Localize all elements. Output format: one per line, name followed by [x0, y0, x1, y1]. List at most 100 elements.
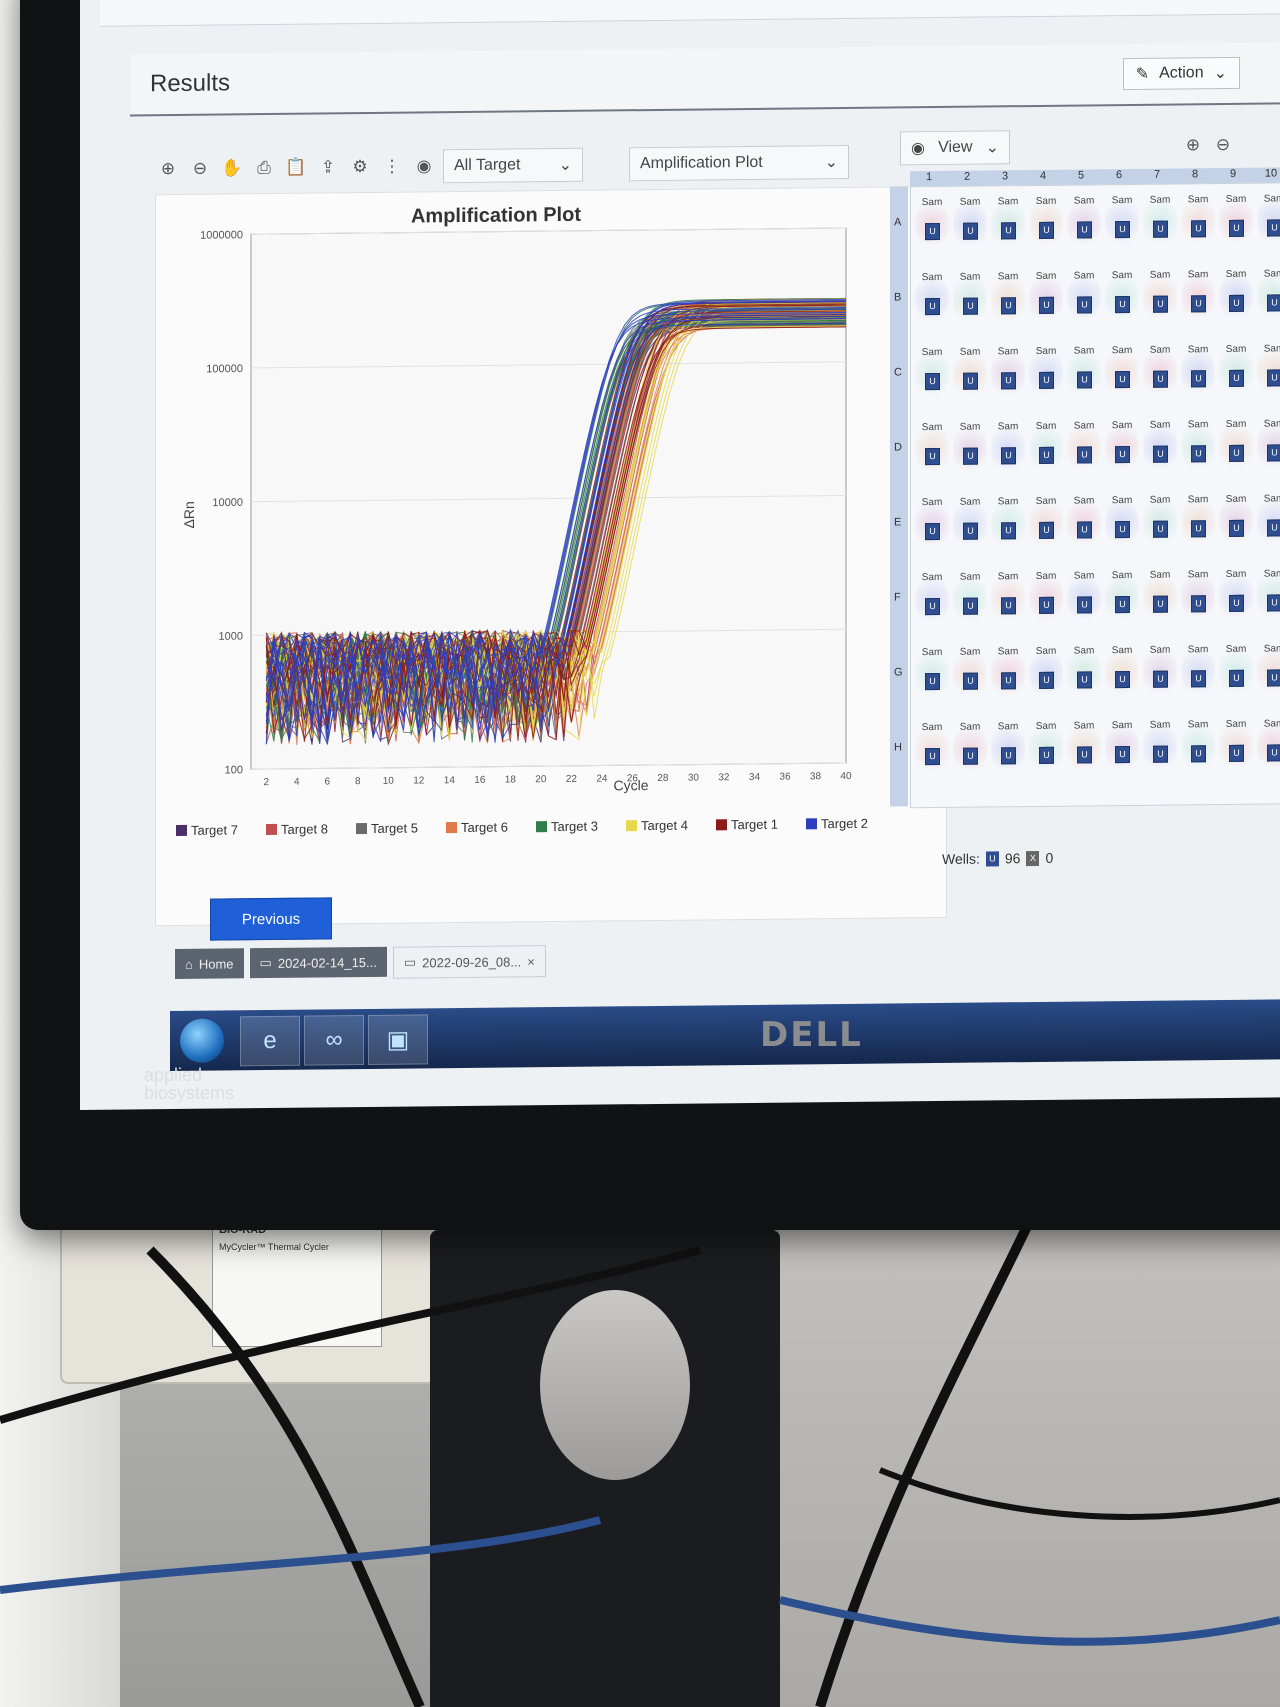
plate-well[interactable]: Sam U — [1257, 193, 1280, 248]
plate-well[interactable]: Sam U — [915, 271, 949, 327]
plate-well[interactable]: Sam U — [1257, 268, 1280, 323]
export-icon[interactable]: ⇪ — [320, 157, 336, 177]
plate-well[interactable]: Sam U — [1029, 570, 1063, 626]
plate-well[interactable]: Sam U — [1143, 194, 1177, 249]
plate-well[interactable]: Sam U — [1219, 193, 1253, 249]
settings-icon[interactable]: ⚙ — [352, 156, 368, 177]
plate-well[interactable]: Sam U — [1181, 569, 1215, 624]
plate-well[interactable]: Sam U — [1181, 194, 1215, 249]
plate-well[interactable]: Sam U — [1219, 493, 1253, 549]
plate-well[interactable]: Sam U — [1219, 718, 1253, 774]
plate-well[interactable]: Sam U — [1143, 269, 1177, 324]
plot-type-select[interactable]: Amplification Plot ⌄ — [629, 144, 849, 182]
tab-run-2022[interactable]: ▭ 2022-09-26_08... × — [392, 945, 546, 979]
plate-well[interactable]: Sam U — [1143, 344, 1177, 399]
plate-well[interactable]: Sam U — [1029, 345, 1063, 401]
plate-well[interactable]: Sam U — [1029, 270, 1063, 326]
plate-well[interactable]: Sam U — [1105, 569, 1139, 625]
plate-well[interactable]: Sam U — [1029, 645, 1063, 701]
plate-well[interactable]: Sam U — [1105, 644, 1139, 700]
plate-well[interactable]: Sam U — [953, 571, 987, 626]
plate-well[interactable]: Sam U — [1029, 720, 1063, 776]
zoom-in-icon[interactable]: ⊕ — [1185, 135, 1201, 155]
plate-well[interactable]: Sam U — [1219, 268, 1253, 324]
plate-well[interactable]: Sam U — [1181, 644, 1215, 699]
clipboard-icon[interactable]: 📋 — [285, 157, 307, 177]
plate-well[interactable]: Sam U — [953, 346, 987, 401]
plate-well[interactable]: Sam U — [1105, 194, 1139, 250]
tab-run-2024[interactable]: ▭ 2024-02-14_15... — [249, 946, 387, 979]
plate-well[interactable]: Sam U — [915, 346, 949, 402]
plate-well[interactable]: Sam U — [1067, 345, 1101, 400]
plate-well[interactable]: Sam U — [1067, 495, 1101, 550]
plate-well[interactable]: Sam U — [991, 271, 1025, 326]
plate-well[interactable]: Sam U — [1181, 419, 1215, 474]
plate-well[interactable]: Sam U — [915, 721, 949, 777]
plate-well[interactable]: Sam U — [1029, 420, 1063, 476]
plate-well[interactable]: Sam U — [991, 196, 1025, 251]
plate-well[interactable]: Sam U — [1219, 643, 1253, 699]
plate-well[interactable]: Sam U — [953, 496, 987, 551]
plate-well[interactable]: Sam U — [953, 196, 987, 251]
plate-well[interactable]: Sam U — [953, 421, 987, 476]
action-button[interactable]: ✎ Action ⌄ — [1122, 56, 1240, 91]
plate-well[interactable]: Sam U — [953, 271, 987, 326]
plate-well[interactable]: Sam U — [991, 346, 1025, 401]
plate-well[interactable]: Sam U — [1105, 719, 1139, 775]
plate-well[interactable]: Sam U — [1105, 419, 1139, 475]
zoom-out-icon[interactable]: ⊖ — [192, 158, 208, 178]
plate-well[interactable]: Sam U — [915, 496, 949, 552]
plate-well[interactable]: Sam U — [1143, 719, 1177, 774]
start-button-icon[interactable] — [180, 1018, 224, 1063]
plate-well[interactable]: Sam U — [915, 421, 949, 477]
plate-well[interactable]: Sam U — [1029, 495, 1063, 551]
plate-well[interactable]: Sam U — [1143, 494, 1177, 549]
plate-well[interactable]: Sam U — [991, 721, 1025, 776]
plate-well[interactable]: Sam U — [991, 646, 1025, 701]
zoom-out-icon[interactable]: ⊖ — [1215, 134, 1231, 155]
target-select[interactable]: All Target ⌄ — [443, 147, 583, 184]
plate-well[interactable]: Sam U — [953, 721, 987, 776]
plate-well[interactable]: Sam U — [1105, 269, 1139, 325]
plate-well[interactable]: Sam U — [1257, 568, 1280, 623]
ie-icon[interactable]: e — [240, 1015, 300, 1067]
plate-well[interactable]: Sam U — [1219, 568, 1253, 624]
plate-well[interactable]: Sam U — [1029, 195, 1063, 251]
plate-well[interactable]: Sam U — [1105, 494, 1139, 550]
plate-well[interactable]: Sam U — [991, 421, 1025, 476]
plate-well[interactable]: Sam U — [1257, 493, 1280, 548]
plate-well[interactable]: Sam U — [1219, 343, 1253, 399]
plate-well[interactable]: Sam U — [1257, 418, 1280, 473]
zoom-in-icon[interactable]: ⊕ — [160, 159, 176, 179]
plate-well[interactable]: Sam U — [1181, 494, 1215, 549]
plate-well[interactable]: Sam U — [1181, 344, 1215, 399]
plate-well[interactable]: Sam U — [1143, 569, 1177, 624]
plate-well[interactable]: Sam U — [991, 571, 1025, 626]
threshold-icon[interactable]: ⋮ — [383, 156, 401, 176]
close-icon[interactable]: × — [527, 953, 535, 969]
plate-well[interactable]: Sam U — [915, 571, 949, 627]
plate-well[interactable]: Sam U — [1143, 419, 1177, 474]
eye-icon[interactable]: ◉ — [416, 156, 432, 176]
plate-well[interactable]: Sam U — [1219, 418, 1253, 474]
plate-well[interactable]: Sam U — [1067, 570, 1101, 625]
plate-well[interactable]: Sam U — [1257, 343, 1280, 398]
plate-well[interactable]: Sam U — [1257, 718, 1280, 773]
plate-well[interactable]: Sam U — [1143, 644, 1177, 699]
tab-home[interactable]: ⌂ Home — [175, 948, 244, 980]
plate-well[interactable]: Sam U — [915, 196, 949, 252]
plate-well[interactable]: Sam U — [1067, 270, 1101, 325]
plate-well[interactable]: Sam U — [1067, 420, 1101, 475]
plate-well[interactable]: Sam U — [915, 646, 949, 702]
plate-well[interactable]: Sam U — [1181, 269, 1215, 324]
plate-well[interactable]: Sam U — [953, 646, 987, 701]
previous-button[interactable]: Previous — [210, 897, 332, 941]
print-icon[interactable]: ⎙ — [257, 158, 271, 178]
plate-well[interactable]: Sam U — [1181, 719, 1215, 774]
plate-well[interactable]: Sam U — [991, 496, 1025, 551]
plate-well[interactable]: Sam U — [1067, 645, 1101, 700]
thermal-cycler-app-icon[interactable]: ∞ — [304, 1015, 364, 1066]
plate-well[interactable]: Sam U — [1105, 344, 1139, 400]
instrument-app-icon[interactable]: ▣ — [368, 1014, 428, 1065]
pan-hand-icon[interactable]: ✋ — [221, 158, 243, 178]
